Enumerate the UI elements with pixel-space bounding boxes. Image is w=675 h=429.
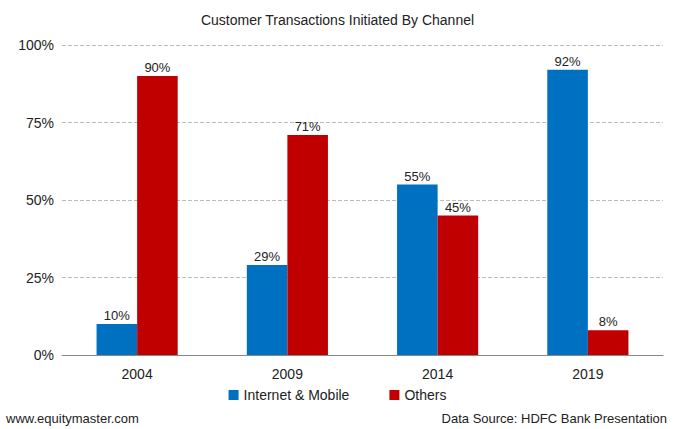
svg-text:2019: 2019 <box>572 366 603 382</box>
svg-text:2009: 2009 <box>272 366 303 382</box>
svg-text:29%: 29% <box>254 249 280 264</box>
svg-text:2014: 2014 <box>422 366 453 382</box>
svg-text:Customer Transactions Initiate: Customer Transactions Initiated By Chann… <box>201 12 474 28</box>
svg-text:8%: 8% <box>599 314 618 329</box>
svg-text:50%: 50% <box>26 192 54 208</box>
svg-text:92%: 92% <box>555 54 581 69</box>
svg-text:www.equitymaster.com: www.equitymaster.com <box>5 411 139 426</box>
svg-text:75%: 75% <box>26 115 54 131</box>
svg-text:45%: 45% <box>445 200 471 215</box>
svg-text:25%: 25% <box>26 270 54 286</box>
svg-text:90%: 90% <box>144 60 170 75</box>
svg-text:Data Source: HDFC Bank Present: Data Source: HDFC Bank Presentation <box>442 411 667 426</box>
svg-text:2004: 2004 <box>122 366 153 382</box>
svg-text:71%: 71% <box>295 119 321 134</box>
svg-text:10%: 10% <box>104 308 130 323</box>
svg-text:55%: 55% <box>404 169 430 184</box>
svg-text:Internet & Mobile: Internet & Mobile <box>244 387 350 403</box>
svg-text:100%: 100% <box>18 37 54 53</box>
svg-text:0%: 0% <box>34 347 54 363</box>
svg-text:Others: Others <box>404 387 446 403</box>
